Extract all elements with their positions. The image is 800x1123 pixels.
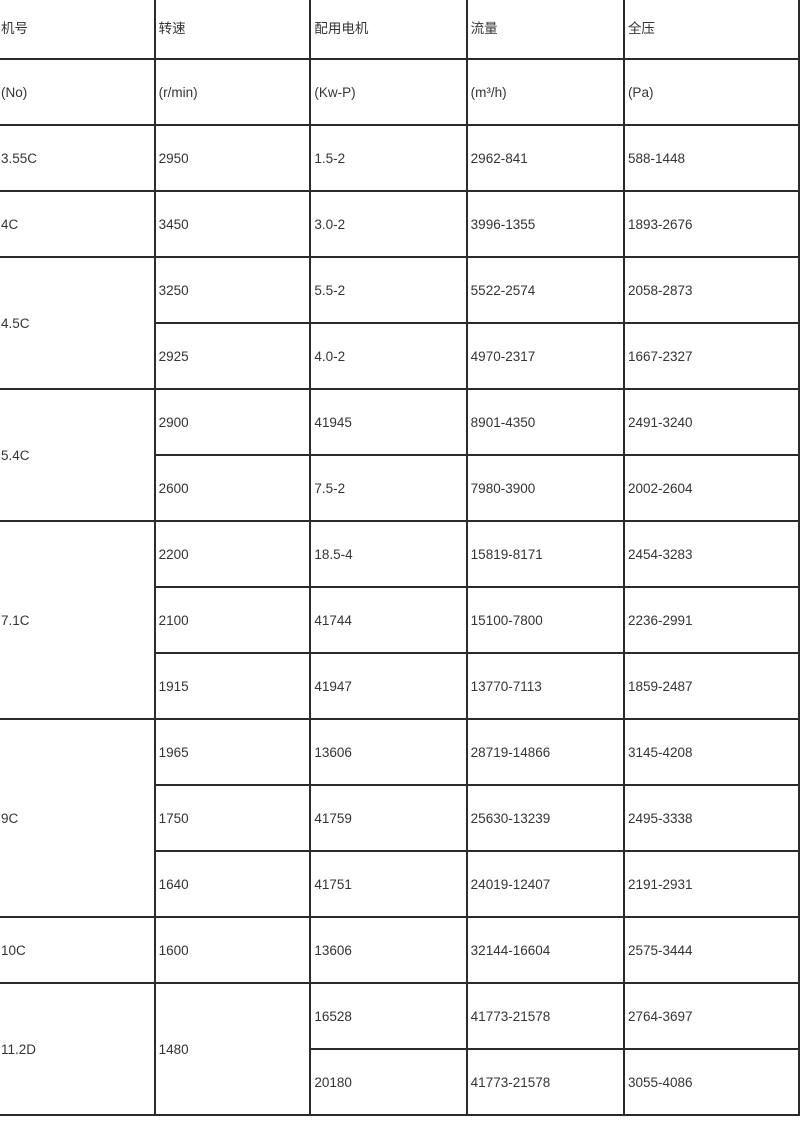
speed-cell: 1965: [155, 720, 312, 786]
speed-cell: 1640: [155, 852, 312, 918]
flow-cell: 7980-3900: [467, 456, 625, 522]
motor-cell: 41744: [311, 588, 468, 654]
table-row: 20180 41773-21578 3055-4086: [0, 1050, 800, 1116]
flow-cell: 4970-2317: [467, 324, 625, 390]
speed-cell: 3250: [155, 258, 312, 324]
header-unit-row: (No) (r/min) (Kw-P) (m³/h) (Pa): [0, 60, 800, 126]
table-body: 3.55C 2950 1.5-2 2962-841 588-1448 4C 3450 3.0-…: [0, 126, 800, 1116]
speed-cell: 2900: [155, 390, 312, 456]
header-title-row: 机号 转速 配用电机 流量 全压: [0, 0, 800, 60]
motor-cell: 7.5-2: [311, 456, 468, 522]
model-cell: 10C: [0, 918, 156, 984]
motor-cell: 1.5-2: [311, 126, 468, 192]
table-row: 1750 41759 25630-13239 2495-3338: [0, 786, 800, 852]
pressure-cell: 2575-3444: [624, 918, 800, 984]
motor-cell: 41751: [311, 852, 468, 918]
pressure-cell: 3145-4208: [624, 720, 800, 786]
header-model: 机号: [0, 0, 156, 60]
speed-cell: 2100: [155, 588, 312, 654]
table-row: 10C 1600 13606 32144-16604 2575-3444: [0, 918, 800, 984]
pressure-cell: 2058-2873: [624, 258, 800, 324]
pressure-cell: 1667-2327: [624, 324, 800, 390]
unit-motor: (Kw-P): [311, 60, 468, 126]
flow-cell: 28719-14866: [467, 720, 625, 786]
header-flow: 流量: [467, 0, 625, 60]
motor-cell: 41759: [311, 786, 468, 852]
model-cell: 4C: [0, 192, 156, 258]
motor-cell: 3.0-2: [311, 192, 468, 258]
speed-cell: 1480: [155, 984, 312, 1116]
pressure-cell: 2491-3240: [624, 390, 800, 456]
motor-cell: 5.5-2: [311, 258, 468, 324]
unit-pressure: (Pa): [624, 60, 800, 126]
flow-cell: 3996-1355: [467, 192, 625, 258]
header-motor: 配用电机: [311, 0, 468, 60]
pressure-cell: 1893-2676: [624, 192, 800, 258]
speed-cell: 2950: [155, 126, 312, 192]
table-row: 1915 41947 13770-7113 1859-2487: [0, 654, 800, 720]
table-header: 机号 转速 配用电机 流量 全压 (No) (r/min) (Kw-P) (m³…: [0, 0, 800, 126]
pressure-cell: 2764-3697: [624, 984, 800, 1050]
table-row: 2925 4.0-2 4970-2317 1667-2327: [0, 324, 800, 390]
speed-cell: 2925: [155, 324, 312, 390]
table-row: 4C 3450 3.0-2 3996-1355 1893-2676: [0, 192, 800, 258]
table-row: 9C 1965 13606 28719-14866 3145-4208: [0, 720, 800, 918]
table-row: 3.55C 2950 1.5-2 2962-841 588-1448: [0, 126, 800, 192]
flow-cell: 5522-2574: [467, 258, 625, 324]
table-row: 7.1C 2200 18.5-4 15819-8171 2454-3283: [0, 522, 800, 720]
motor-cell: 13606: [311, 720, 468, 786]
motor-cell: 18.5-4: [311, 522, 468, 588]
model-cell: 3.55C: [0, 126, 156, 192]
model-cell: 4.5C: [0, 258, 156, 390]
unit-speed: (r/min): [155, 60, 312, 126]
model-cell: 7.1C: [0, 522, 156, 720]
flow-cell: 25630-13239: [467, 786, 625, 852]
table-row: 11.2D 1480 16528 41773-21578 2764-3697: [0, 984, 800, 1116]
motor-cell: 16528: [311, 984, 468, 1050]
flow-cell: 41773-21578: [467, 984, 625, 1050]
model-cell: 5.4C: [0, 390, 156, 522]
pressure-cell: 2002-2604: [624, 456, 800, 522]
flow-cell: 41773-21578: [467, 1050, 625, 1116]
model-cell: 11.2D: [0, 984, 156, 1116]
table-row: 5.4C 2900 41945 8901-4350 2491-3240: [0, 390, 800, 522]
motor-cell: 20180: [311, 1050, 468, 1116]
speed-cell: 3450: [155, 192, 312, 258]
header-speed: 转速: [155, 0, 312, 60]
motor-cell: 13606: [311, 918, 468, 984]
speed-cell: 1600: [155, 918, 312, 984]
pressure-cell: 2495-3338: [624, 786, 800, 852]
header-pressure: 全压: [624, 0, 800, 60]
flow-cell: 13770-7113: [467, 654, 625, 720]
motor-cell: 41947: [311, 654, 468, 720]
speed-cell: 1915: [155, 654, 312, 720]
speed-cell: 2600: [155, 456, 312, 522]
pressure-cell: 2191-2931: [624, 852, 800, 918]
pressure-cell: 588-1448: [624, 126, 800, 192]
flow-cell: 15819-8171: [467, 522, 625, 588]
pressure-cell: 3055-4086: [624, 1050, 800, 1116]
model-cell: 9C: [0, 720, 156, 918]
unit-flow: (m³/h): [467, 60, 625, 126]
flow-cell: 15100-7800: [467, 588, 625, 654]
flow-cell: 32144-16604: [467, 918, 625, 984]
table-row: 2100 41744 15100-7800 2236-2991: [0, 588, 800, 654]
pressure-cell: 2454-3283: [624, 522, 800, 588]
unit-model: (No): [0, 60, 156, 126]
flow-cell: 2962-841: [467, 126, 625, 192]
pressure-cell: 2236-2991: [624, 588, 800, 654]
motor-cell: 4.0-2: [311, 324, 468, 390]
motor-cell: 41945: [311, 390, 468, 456]
table-row: 1640 41751 24019-12407 2191-2931: [0, 852, 800, 918]
table-row: 2600 7.5-2 7980-3900 2002-2604: [0, 456, 800, 522]
speed-cell: 1750: [155, 786, 312, 852]
flow-cell: 8901-4350: [467, 390, 625, 456]
flow-cell: 24019-12407: [467, 852, 625, 918]
speed-cell: 2200: [155, 522, 312, 588]
pressure-cell: 1859-2487: [624, 654, 800, 720]
table-row: 4.5C 3250 5.5-2 5522-2574 2058-2873: [0, 258, 800, 390]
